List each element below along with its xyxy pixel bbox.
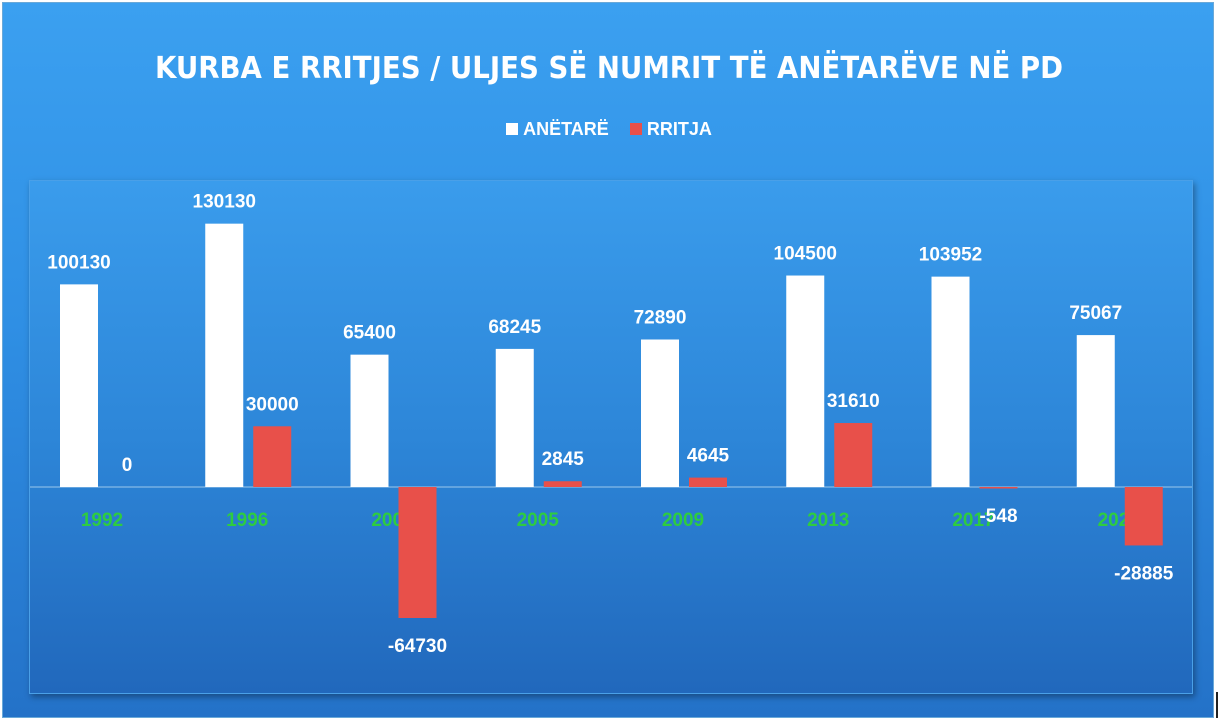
data-label: 100130 xyxy=(47,252,110,273)
data-label: 4645 xyxy=(687,446,730,467)
data-label: 104500 xyxy=(774,244,837,265)
legend-label-series-2: RRITJA xyxy=(646,119,712,139)
window-edge xyxy=(1216,692,1218,718)
data-label: 2845 xyxy=(542,449,585,470)
bar-rritja xyxy=(543,481,582,487)
data-label: 30000 xyxy=(246,394,299,415)
data-label: 65400 xyxy=(343,323,396,344)
x-tick-label: 2005 xyxy=(517,510,560,531)
bar-anetare xyxy=(350,354,389,487)
data-label: 0 xyxy=(122,455,133,476)
x-tick-label: 2017 xyxy=(952,510,994,531)
data-label: -28885 xyxy=(1114,563,1174,584)
x-tick-label: 1996 xyxy=(226,510,268,531)
legend: ANËTARË RRITJA xyxy=(3,119,1215,140)
bar-anetare xyxy=(60,284,98,487)
data-label: 31610 xyxy=(827,391,880,412)
data-label: -548 xyxy=(979,506,1017,527)
data-label: 75067 xyxy=(1069,303,1122,324)
bar-anetare xyxy=(931,276,970,487)
chart-title: KURBA E RRITJES / ULJES SË NUMRIT TË ANË… xyxy=(154,51,1064,86)
bar-rritja xyxy=(1124,487,1163,546)
bar-anetare xyxy=(786,275,825,487)
legend-item-series-1: ANËTARË xyxy=(506,119,609,140)
legend-label-series-1: ANËTARË xyxy=(523,119,609,139)
legend-swatch-series-1 xyxy=(506,123,519,135)
bar-anetare xyxy=(205,223,244,487)
bar-anetare xyxy=(641,339,679,487)
x-tick-label: 2013 xyxy=(807,510,849,531)
plot-area: 1992 1996 2001 2005 2009 2013 2017 2021 100130 13… xyxy=(29,180,1193,694)
bar-anetare xyxy=(495,348,534,487)
data-label: 103952 xyxy=(919,245,982,266)
bar-rritja xyxy=(253,426,292,487)
bar-rritja xyxy=(689,477,727,487)
data-label: -64730 xyxy=(388,636,447,657)
bar-rritja xyxy=(398,487,437,618)
bar-rritja xyxy=(979,487,1018,489)
bar-chart-svg: 1992 1996 2001 2005 2009 2013 2017 202110013013… xyxy=(30,192,1192,657)
x-tick-label: 1992 xyxy=(81,510,123,531)
legend-item-series-2: RRITJA xyxy=(629,119,712,140)
chart-background: KURBA E RRITJES / ULJES SË NUMRIT TË ANË… xyxy=(2,2,1214,718)
data-label: 72890 xyxy=(634,307,687,328)
data-label: 130130 xyxy=(193,192,256,213)
legend-swatch-series-2 xyxy=(629,123,642,135)
data-label: 68245 xyxy=(488,317,541,338)
x-tick-label: 2009 xyxy=(662,510,704,531)
bar-anetare xyxy=(1076,335,1115,487)
bar-rritja xyxy=(834,423,873,487)
